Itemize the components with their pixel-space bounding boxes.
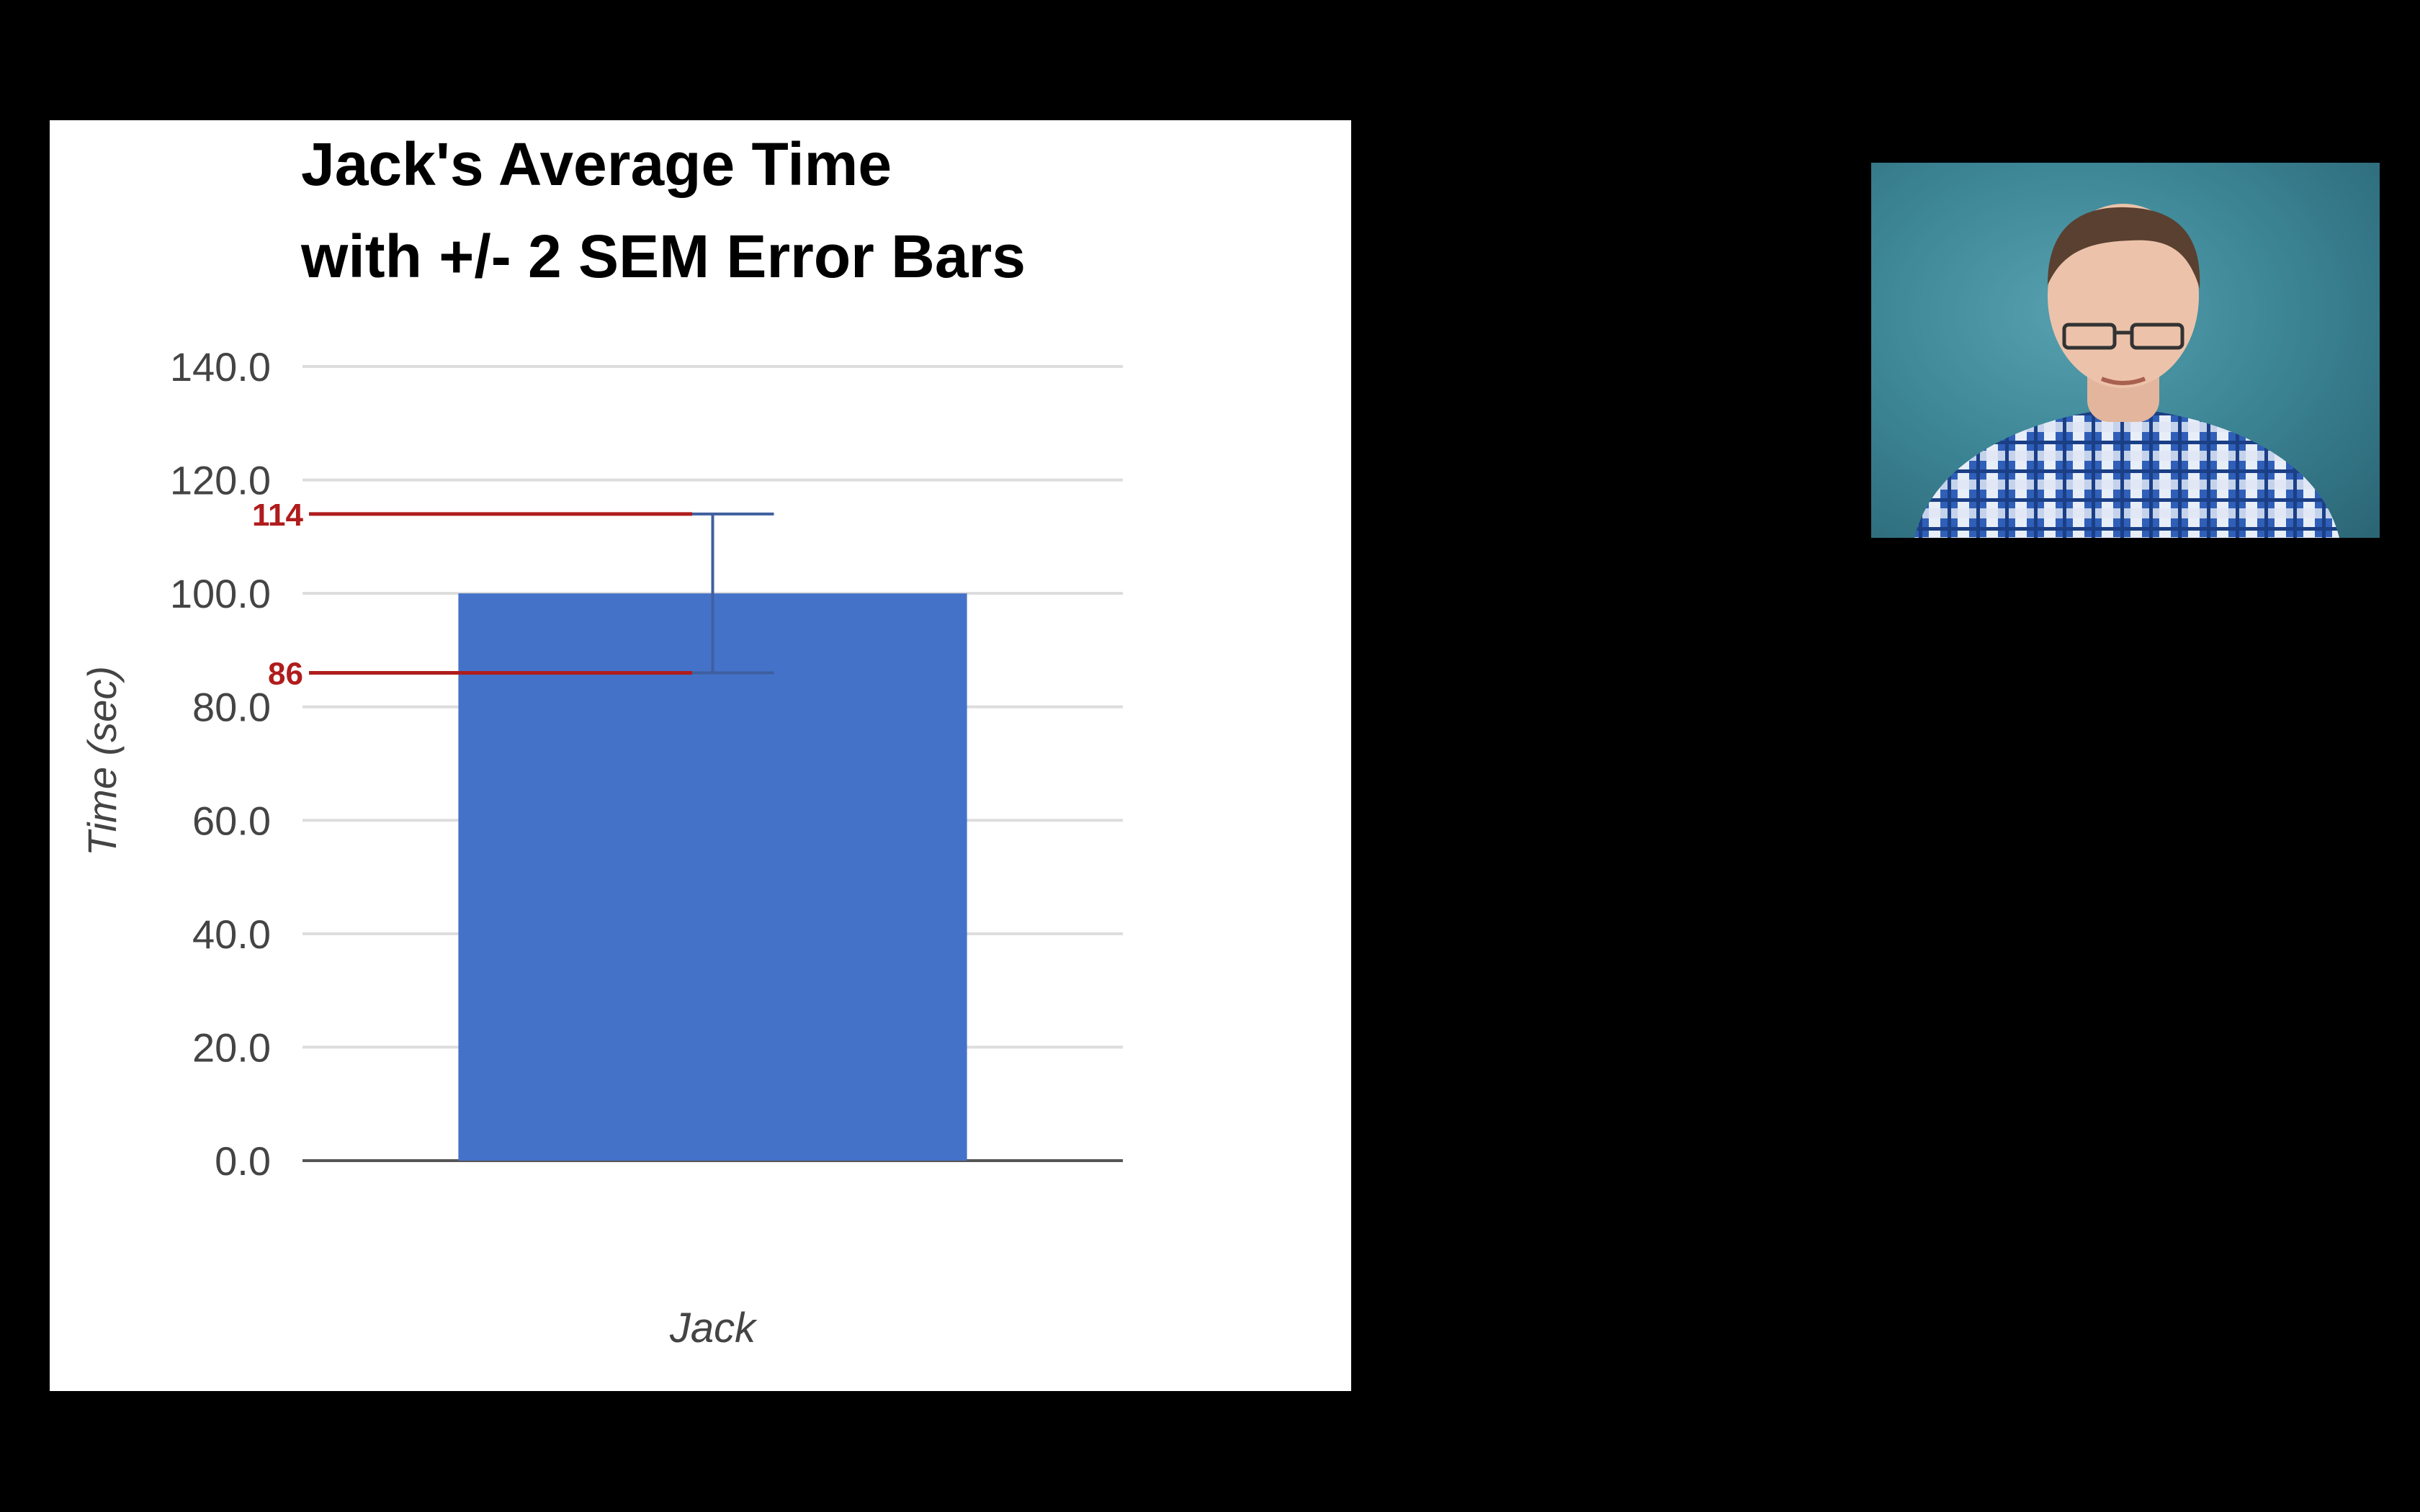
y-tick-label: 100.0	[170, 571, 271, 616]
y-tick-label: 120.0	[170, 458, 271, 503]
y-tick-label: 60.0	[192, 798, 271, 843]
annotation-label: 86	[268, 656, 303, 691]
y-tick-label: 0.0	[215, 1138, 271, 1184]
presenter-webcam	[1871, 163, 2380, 538]
y-tick-label: 20.0	[192, 1025, 271, 1070]
x-tick-label: Jack	[669, 1305, 758, 1351]
y-tick-labels: 0.0 20.0 40.0 60.0 80.0 100.0 120.0 140.0	[170, 344, 271, 1184]
bar-chart: 114 86 0.0 20.0 40.0 60.0 80.0 100.0 120.0 140.0…	[79, 130, 1123, 1351]
bar	[458, 593, 967, 1161]
annotations: 114 86	[252, 498, 692, 691]
presentation-slide: 114 86 0.0 20.0 40.0 60.0 80.0 100.0 120.0 140.0…	[50, 120, 1351, 1391]
y-axis-title: Time (sec)	[79, 666, 125, 856]
x-tick-labels: Jack	[669, 1305, 758, 1351]
presenter-video-icon	[1871, 163, 2380, 538]
y-tick-label: 140.0	[170, 344, 271, 390]
bars	[458, 593, 967, 1161]
chart-subtitle: with +/- 2 SEM Error Bars	[300, 222, 1026, 290]
annotation-label: 114	[252, 498, 304, 533]
y-tick-label: 80.0	[192, 685, 271, 730]
y-tick-label: 40.0	[192, 912, 271, 957]
chart-title: Jack's Average Time	[301, 130, 892, 198]
